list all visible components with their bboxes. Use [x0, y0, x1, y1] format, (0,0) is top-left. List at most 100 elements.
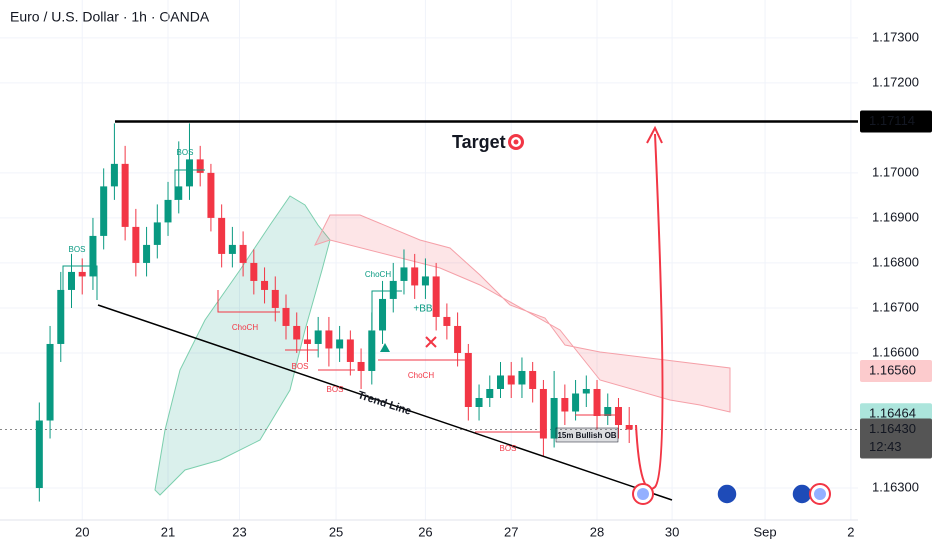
event-icons [632, 483, 831, 505]
candle-body [68, 271, 75, 290]
price-badge [860, 418, 932, 459]
cloud-bullish [154, 195, 331, 496]
trend-line [97, 304, 673, 501]
x-tick-label: 26 [418, 524, 432, 539]
y-tick-label: 1.16900 [872, 209, 919, 224]
x-tick-label: 23 [232, 524, 246, 539]
candle-body [196, 159, 204, 173]
structure-lines [62, 169, 615, 433]
price-badge-label: 1.17114 [869, 113, 915, 128]
candle-body [486, 388, 494, 398]
candle-body [454, 325, 462, 353]
candle-body [550, 397, 558, 439]
candle-body [625, 425, 633, 430]
candle-body [185, 159, 193, 187]
candle-body [239, 244, 247, 263]
order-block [555, 427, 619, 443]
candle-body [507, 375, 515, 385]
price-badge-label: 1.16560 [869, 362, 916, 377]
candle-body [593, 388, 601, 416]
x-tick-label: 28 [590, 524, 604, 539]
candle-body [582, 388, 590, 394]
arrow-head [646, 125, 663, 144]
candle-body [78, 271, 86, 277]
candle-body [518, 370, 526, 385]
candle-body [100, 186, 108, 236]
candle-body [421, 276, 429, 286]
x-tick-label: 30 [665, 524, 679, 539]
choch-label: ChoCH [365, 270, 391, 279]
projection-arrow [635, 133, 664, 490]
y-tick-label: 1.17300 [872, 29, 919, 44]
candle-body [336, 339, 344, 349]
candle-body [293, 325, 301, 340]
target-label: Target [452, 132, 506, 152]
bos-label: BOS [177, 148, 194, 157]
price-badge-label: 1.16464 [869, 406, 916, 421]
candle-body [529, 370, 537, 389]
candle-body [89, 235, 97, 277]
candle-body [143, 244, 151, 263]
candle-body [497, 375, 504, 389]
price-badge [860, 359, 932, 382]
candle-body [539, 388, 547, 439]
candle-body [357, 361, 365, 371]
candle-body [261, 280, 269, 290]
candle-body [561, 397, 569, 412]
cloud-bearish [314, 214, 731, 413]
buy-signal [380, 343, 390, 352]
x-tick-label: 25 [329, 524, 343, 539]
candle-body [411, 267, 419, 286]
candle-body [325, 330, 333, 349]
candle-body [57, 289, 65, 344]
bos-label: BOS [69, 245, 86, 254]
x-tick-label: Sep [753, 524, 776, 539]
x-tick-label: 27 [504, 524, 518, 539]
candle-body [464, 352, 472, 407]
y-tick-label: 1.16300 [872, 479, 919, 494]
price-badge-label: 1.16430 [869, 421, 916, 436]
candle-body [110, 163, 118, 187]
bb-label: +BB [413, 304, 433, 315]
choch-label: ChoCH [232, 323, 258, 332]
countdown: 12:43 [869, 439, 902, 454]
candle-body [475, 397, 483, 407]
candle-body [207, 172, 215, 218]
candle-body [368, 330, 376, 371]
candle-body [175, 186, 183, 200]
candle-body [303, 339, 311, 344]
candle-body [164, 199, 172, 223]
candle-body [46, 343, 54, 421]
candle-body [604, 406, 612, 416]
x-tick-label: 2 [847, 524, 854, 539]
price-badge [860, 110, 932, 133]
ob-label: 15m Bullish OB [557, 431, 616, 440]
candle-body [379, 298, 387, 331]
candle-body [218, 217, 226, 254]
target-icon [508, 134, 524, 150]
x-tick-label: 20 [75, 524, 89, 539]
candle-body [346, 339, 354, 362]
y-tick-label: 1.16600 [872, 344, 919, 359]
candle-body [250, 262, 258, 281]
bos-label: BOS [292, 362, 309, 371]
y-tick-label: 1.16700 [872, 299, 919, 314]
candle-body [35, 420, 43, 489]
y-tick-label: 1.17000 [872, 164, 919, 179]
choch-label: ChoCH [408, 371, 434, 380]
candle-body [614, 406, 622, 426]
candle-body [443, 316, 451, 326]
candle-body [121, 163, 129, 227]
candle-body [572, 393, 580, 412]
sell-signal [425, 336, 437, 348]
candle-body [271, 289, 279, 308]
x-tick-label: 21 [161, 524, 175, 539]
candle-body [282, 307, 290, 326]
y-tick-label: 1.17200 [872, 74, 919, 89]
candle-body [314, 330, 322, 344]
candle-body [432, 276, 440, 317]
y-tick-label: 1.16800 [872, 254, 919, 269]
bos-label: BOS [500, 444, 517, 453]
